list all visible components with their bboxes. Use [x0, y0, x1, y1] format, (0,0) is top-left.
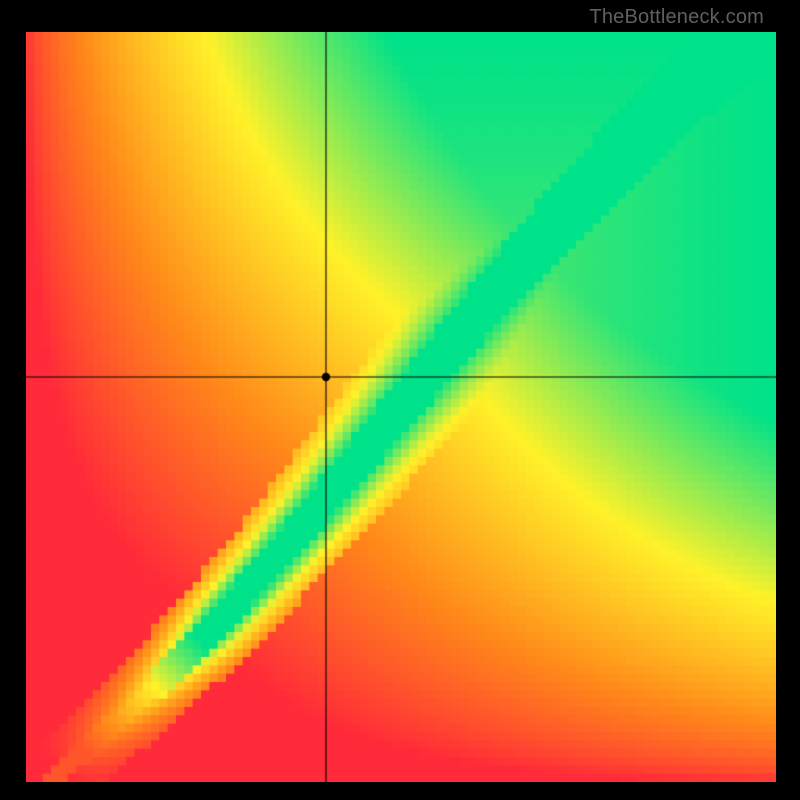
bottleneck-heatmap — [26, 32, 776, 782]
watermark-label: TheBottleneck.com — [589, 6, 764, 29]
chart-container: TheBottleneck.com — [0, 0, 800, 800]
